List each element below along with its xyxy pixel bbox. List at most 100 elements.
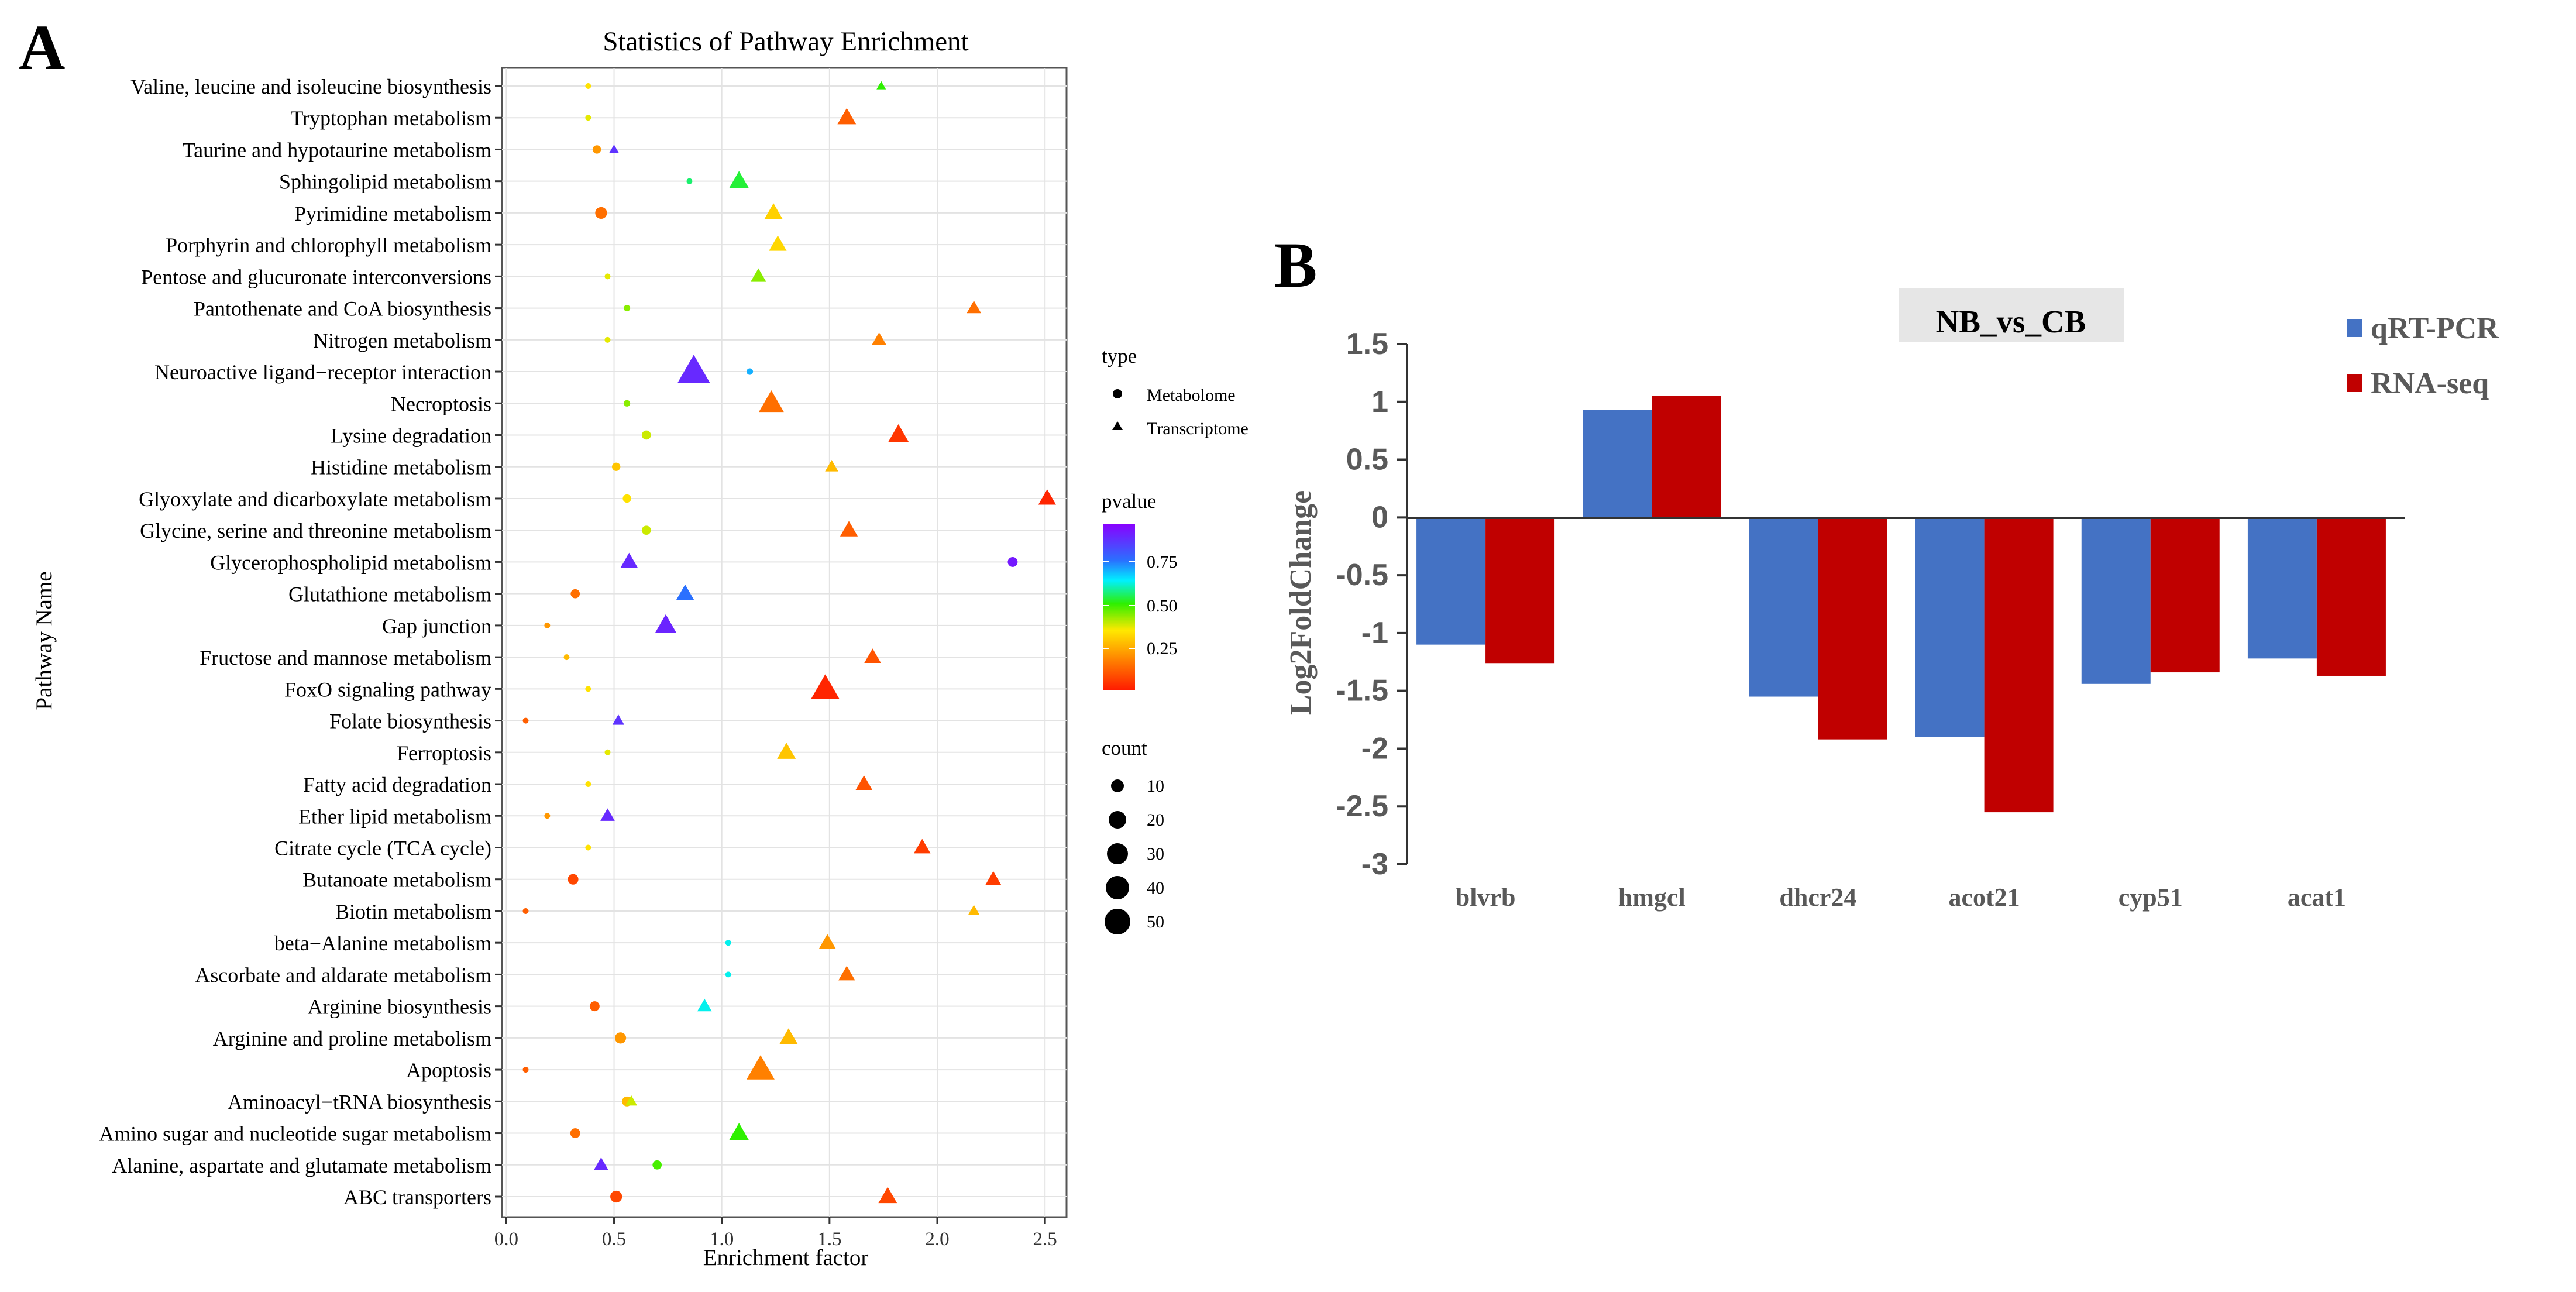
plot-area-a [501,67,1068,1218]
y-tick-label: -1.5 [1336,674,1388,708]
transcriptome-point [759,390,784,413]
transcriptome-point [1038,489,1056,505]
pathway-label: Amino sugar and nucleotide sugar metabol… [99,1122,491,1146]
pathway-label: Nitrogen metabolism [313,329,491,352]
pathway-label: Citrate cycle (TCA cycle) [274,836,491,860]
bar-rnaseq [1652,396,1721,518]
metabolome-point [544,813,551,819]
legend-count-title: count [1102,737,1147,760]
pathway-label: Ferroptosis [397,741,491,765]
transcriptome-point [729,1123,749,1140]
metabolome-point [604,273,611,280]
pathway-label: Neuroactive ligand−receptor interaction [154,360,491,384]
gene-label: cyp51 [2118,883,2183,912]
y-tick-label: 0 [1371,500,1388,534]
transcriptome-point [872,332,886,345]
pathway-label: Folate biosynthesis [329,710,491,733]
pathway-label: Pyrimidine metabolism [294,202,491,225]
transcriptome-point [625,1095,638,1106]
count-50-marker [1105,909,1130,934]
transcriptome-point [697,998,712,1012]
legend-rnaseq-label: RNA-seq [2371,367,2489,400]
metabolome-point [686,178,693,184]
pathway-label: Glycerophospholipid metabolism [210,551,491,574]
pathway-label: Glutathione metabolism [288,583,491,606]
metabolome-point [622,494,631,503]
legend-transcriptome-marker [1112,421,1123,430]
metabolome-point [652,1160,662,1170]
metabolome-point [610,1190,622,1203]
transcriptome-point [764,203,783,220]
x-tick-label: 2.5 [1033,1229,1057,1250]
y-axis-ticks-b: 1.5 1 0.5 0 -0.5 -1 -1.5 -2 -2.5 -3 [1336,327,1407,881]
bar-qrtpcr [1583,410,1652,518]
pathway-label: Gap junction [382,614,491,638]
legend-type-title: type [1102,345,1137,367]
panel-b-title-box [1899,288,2124,342]
y-axis-label-b: Log2FoldChange [1284,490,1318,715]
legend-pvalue-title: pvalue [1102,490,1156,513]
legend-metabolome-label: Metabolome [1147,386,1236,405]
transcriptome-point [967,300,981,314]
count-40-marker [1106,876,1129,899]
metabolome-point [624,400,631,407]
pvalue-tick-075: 0.75 [1147,552,1178,572]
x-axis-categories-b: blvrb hmgcl dhcr24 acot21 cyp51 acat1 [1456,883,2346,912]
transcriptome-point [600,808,615,821]
pathway-label: Biotin metabolism [335,900,491,923]
count-20-marker [1109,811,1126,829]
transcriptome-point [729,171,749,188]
x-tick-label: 1.0 [710,1229,734,1250]
count-20-label: 20 [1147,810,1164,830]
transcriptome-point [913,839,931,854]
count-10-label: 10 [1147,776,1164,796]
metabolome-point [604,336,611,343]
metabolome-point [570,1128,580,1139]
y-tick-label: 1 [1371,385,1388,419]
x-tick-label: 0.0 [494,1229,518,1250]
pathway-label: Apoptosis [406,1059,491,1082]
metabolome-point [641,430,651,440]
legend-qrtpcr-label: qRT-PCR [2371,312,2499,345]
pathway-label: Fructose and mannose metabolism [200,646,491,669]
metabolome-point [585,844,591,851]
bar-rnaseq [1485,517,1555,664]
transcriptome-point [677,355,710,383]
transcriptome-point [837,108,857,125]
transcriptome-point [985,871,1002,885]
pathway-label: Sphingolipid metabolism [279,170,491,194]
metabolome-point [641,525,651,535]
metabolome-point [725,971,731,978]
pathway-label: Butanoate metabolism [302,868,491,892]
gene-label: dhcr24 [1779,883,1856,912]
y-tick-label: -1 [1361,616,1388,650]
metabolome-point [725,940,731,946]
y-tick-label: 1.5 [1346,327,1388,361]
y-tick-label: -2.5 [1336,789,1388,823]
metabolome-point [568,874,579,885]
pathway-label: Aminoacyl−tRNA biosynthesis [228,1090,491,1114]
pathway-label: Necroptosis [391,392,491,415]
legend-count: count 10 20 30 40 50 [1102,737,1164,934]
metabolome-point [1007,556,1018,567]
metabolome-point [544,622,551,628]
metabolome-point [522,908,529,914]
x-axis-ticks-a: 0.0 0.5 1.0 1.5 2.0 2.5 [494,1217,1057,1250]
x-tick-label: 2.0 [925,1229,949,1250]
bar-rnaseq [2150,517,2220,673]
transcriptome-point [825,459,838,472]
y-tick-label: 0.5 [1346,443,1388,477]
legend-rnaseq-swatch [2347,374,2362,392]
panel-b-letter: B [1274,229,1317,301]
pathway-label: Pantothenate and CoA biosynthesis [194,297,491,321]
bar-qrtpcr [1749,517,1818,697]
transcriptome-point [818,934,836,949]
metabolome-point [570,589,580,599]
transcriptome-point [750,268,766,282]
transcriptome-point [840,521,858,537]
pathway-label: Ascorbate and aldarate metabolism [195,963,491,987]
metabolome-point [522,717,529,724]
y-tick-label: -0.5 [1336,558,1388,592]
pathway-label: Arginine biosynthesis [308,995,491,1019]
count-50-label: 50 [1147,912,1164,932]
